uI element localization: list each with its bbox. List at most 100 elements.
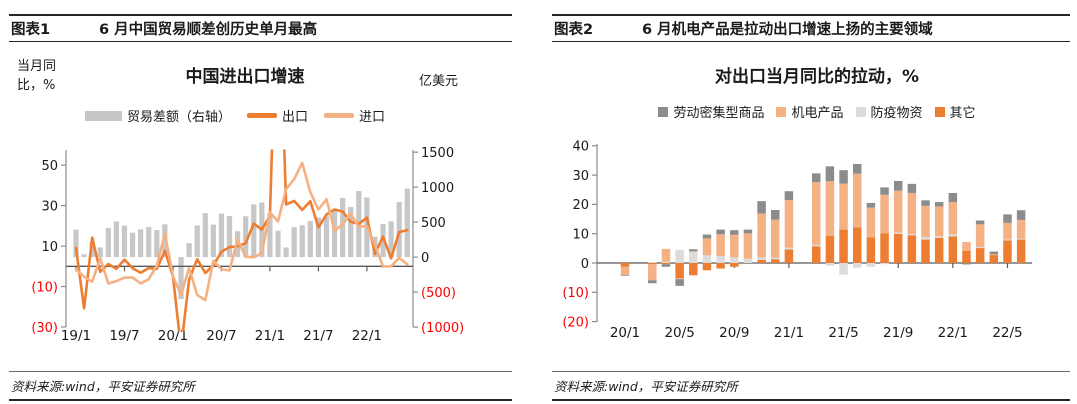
stacked-bar-segment — [934, 237, 944, 263]
legend-label: 机电产品 — [791, 106, 844, 121]
legend-trade-balance: 贸易差额（右轴） — [84, 106, 231, 125]
svg-text:(10): (10) — [31, 280, 58, 295]
svg-text:19/1: 19/1 — [61, 328, 91, 344]
svg-text:20/5: 20/5 — [664, 325, 694, 341]
stacked-bar-segment — [1003, 240, 1012, 263]
stacked-bar-segment — [962, 241, 971, 251]
stacked-bar-segment — [839, 170, 848, 184]
stacked-bar-segment — [962, 263, 971, 265]
trade-balance-bar — [146, 227, 152, 258]
stacked-bar-segment — [934, 206, 944, 237]
stacked-bar-segment — [757, 213, 766, 258]
stacked-bar-segment — [743, 229, 753, 234]
svg-text:20: 20 — [572, 198, 589, 213]
stacked-bar-segment — [825, 166, 835, 182]
stacked-bar-segment — [757, 259, 766, 263]
svg-text:21/7: 21/7 — [303, 328, 333, 344]
trade-balance-bar — [323, 216, 330, 258]
stacked-bar-segment — [921, 237, 930, 240]
trade-balance-bar — [210, 224, 216, 258]
stacked-bar-segment — [675, 263, 684, 279]
trade-balance-bar — [218, 213, 225, 258]
figure-panel-1: 图表1 6 月中国贸易顺差创历史单月最高 当月同比，% 中国进出口增速 亿美元 … — [9, 14, 512, 401]
legend-import: 进口 — [324, 106, 385, 125]
legend-label: 贸易差额（右轴） — [126, 110, 231, 125]
stacked-bar-segment — [811, 244, 821, 247]
svg-text:(30): (30) — [31, 321, 58, 336]
figure-1-chart-area: 当月同比，% 中国进出口增速 亿美元 贸易差额（右轴） 出口 进口 50 30 10… — [9, 42, 512, 371]
stacked-bar-segment — [757, 201, 766, 214]
svg-text:20/9: 20/9 — [719, 325, 749, 341]
stacked-bar-segment — [948, 234, 958, 237]
svg-text:(1000): (1000) — [421, 321, 464, 336]
stacked-bar-segment — [975, 248, 985, 263]
stacked-bar-segment — [866, 237, 876, 263]
legend-labor-intensive: 劳动密集型商品 — [658, 102, 764, 121]
stacked-bar-segment — [1003, 214, 1012, 223]
stacked-bar-segment — [648, 262, 657, 263]
svg-text:500: 500 — [421, 216, 446, 231]
trade-balance-bar — [251, 204, 257, 258]
figure-2-title: 6 月机电产品是拉动出口增速上扬的主要领域 — [642, 22, 933, 38]
svg-text:0: 0 — [581, 257, 589, 272]
trade-balance-bar — [73, 229, 79, 258]
stacked-bar-segment — [852, 163, 862, 174]
stacked-bar-segment — [743, 258, 753, 263]
stacked-bar-segment — [661, 264, 671, 267]
legend-mech-electrical: 机电产品 — [776, 102, 844, 121]
trade-balance-bar — [121, 225, 128, 258]
legend-label: 防疫物资 — [870, 106, 923, 121]
trade-balance-bar — [226, 215, 233, 258]
stacked-bar-segment — [852, 263, 862, 268]
stacked-bar-segment — [648, 264, 657, 281]
stacked-bar-segment — [839, 263, 848, 275]
stacked-bar-segment — [975, 246, 985, 249]
legend-other: 其它 — [934, 102, 976, 121]
stacked-bar-segment — [784, 249, 794, 263]
stacked-bar-segment — [743, 233, 753, 259]
stacked-bar-segment — [825, 236, 835, 263]
stacked-bar-segment — [975, 224, 985, 247]
stacked-bar-segment — [730, 234, 739, 258]
svg-text:(10): (10) — [562, 286, 589, 301]
chart-2-plot: 40 30 20 10 0 (10) (20) 20/1 20/5 20/9 21/1 21/5 21/… — [552, 140, 1070, 356]
export-pull-decomposition-plot: 40 30 20 10 0 (10) (20) 20/1 20/5 20/9 21/1 21/5 21/… — [562, 140, 1032, 341]
trade-balance-bar — [97, 247, 103, 258]
stacked-bar-segment — [716, 263, 725, 269]
trade-balance-bar — [162, 224, 168, 258]
trade-balance-bar — [243, 216, 249, 258]
legend-label: 出口 — [281, 110, 308, 125]
stacked-bar-segment — [661, 263, 671, 265]
svg-text:22/1: 22/1 — [938, 325, 968, 341]
svg-text:10: 10 — [572, 228, 589, 243]
trade-balance-bar — [396, 201, 402, 258]
legend-label: 劳动密集型商品 — [673, 106, 765, 121]
svg-text:0: 0 — [421, 251, 429, 266]
stacked-bar-segment — [689, 249, 698, 252]
stacked-bar-segment — [893, 180, 903, 191]
stacked-bar-segment — [975, 220, 985, 225]
svg-text:22/5: 22/5 — [992, 325, 1022, 341]
stacked-bar-segment — [825, 181, 835, 237]
trade-balance-bar — [81, 254, 87, 258]
svg-text:20/1: 20/1 — [158, 328, 188, 344]
stacked-bar-segment — [784, 247, 794, 250]
figure-panel-2: 图表2 6 月机电产品是拉动出口增速上扬的主要领域 对出口当月同比的拉动，% 劳… — [552, 14, 1070, 401]
svg-text:19/7: 19/7 — [109, 328, 139, 344]
stacked-bar-segment — [866, 263, 876, 267]
trade-balance-bar — [388, 221, 394, 258]
stacked-bar-segment — [934, 236, 944, 238]
svg-text:1000: 1000 — [421, 181, 454, 196]
figure-2-source: 资料来源:wind，平安证券研究所 — [552, 371, 1070, 399]
stacked-bar-segment — [702, 255, 712, 263]
stacked-bar-segment — [1003, 239, 1012, 241]
stacked-bar-segment — [1016, 239, 1026, 263]
stacked-bar-segment — [784, 191, 794, 201]
chart-1-plot: 50 30 10 (10) (30) 1500 1000 500 0 (500) (1000) 19/… — [9, 142, 512, 350]
stacked-bar-segment — [907, 192, 917, 234]
svg-text:(500): (500) — [421, 286, 456, 301]
stacked-bar-segment — [716, 229, 725, 235]
figure-1-title: 6 月中国贸易顺差创历史单月最高 — [99, 22, 318, 38]
stacked-bar-segment — [730, 230, 739, 235]
trade-balance-bar — [348, 206, 354, 258]
